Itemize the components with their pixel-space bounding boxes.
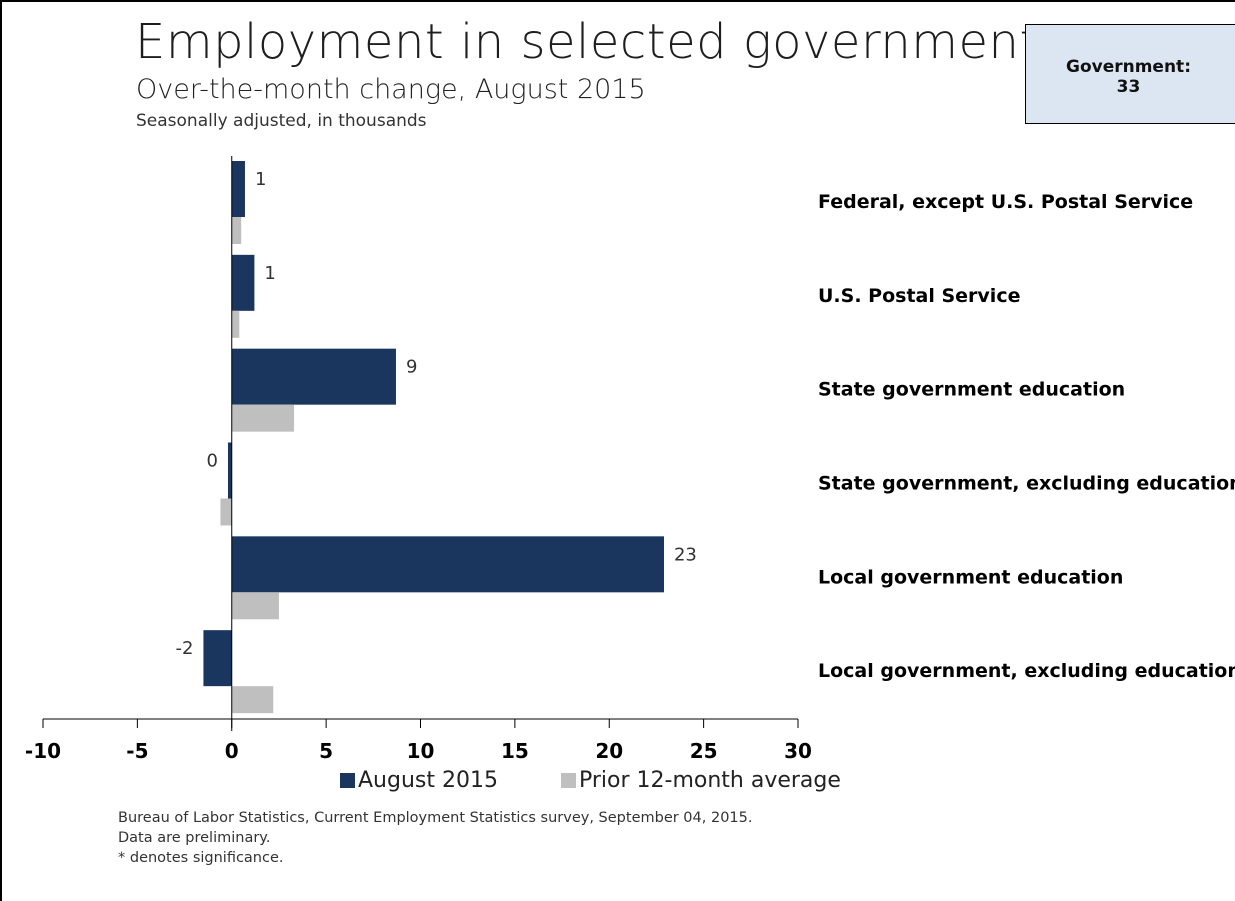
- category-label: Local government, excluding education: [818, 660, 1235, 682]
- category-label: State government, excluding education: [818, 473, 1235, 495]
- bar-prior-12-month-average: [232, 686, 274, 713]
- data-label: 23: [674, 544, 697, 565]
- legend-label-prior: Prior 12-month average: [579, 768, 841, 793]
- footnote-source: Bureau of Labor Statistics, Current Empl…: [118, 808, 753, 828]
- x-tick-label: -5: [126, 739, 148, 763]
- bar-august-2015: [232, 255, 255, 311]
- x-tick-label: 15: [501, 739, 529, 763]
- bar-august-2015: [232, 536, 664, 592]
- x-tick-label: 5: [319, 739, 333, 763]
- footnotes: Bureau of Labor Statistics, Current Empl…: [118, 808, 753, 868]
- data-label: 0: [207, 451, 218, 472]
- category-label: Local government education: [818, 566, 1123, 588]
- category-label: State government education: [818, 379, 1125, 401]
- x-tick-label: 0: [225, 739, 239, 763]
- bar-august-2015: [232, 349, 396, 405]
- bar-prior-12-month-average: [220, 499, 231, 526]
- bar-prior-12-month-average: [232, 405, 294, 432]
- x-tick-label: 30: [784, 739, 812, 763]
- legend-label-current: August 2015: [358, 768, 498, 793]
- bar-august-2015: [232, 161, 245, 217]
- bar-prior-12-month-average: [232, 311, 240, 338]
- x-tick-label: -10: [25, 739, 61, 763]
- x-tick-label: 25: [690, 739, 718, 763]
- legend-item-prior: Prior 12-month average: [561, 768, 841, 793]
- data-label: -2: [175, 638, 193, 659]
- data-label: 1: [255, 169, 266, 190]
- bar-august-2015: [203, 630, 231, 686]
- data-label: 9: [406, 357, 417, 378]
- legend: August 2015 Prior 12-month average: [340, 768, 897, 793]
- category-label: U.S. Postal Service: [818, 285, 1020, 307]
- legend-item-current: August 2015: [340, 768, 498, 793]
- data-label: 1: [264, 263, 275, 284]
- footnote-preliminary: Data are preliminary.: [118, 828, 753, 848]
- legend-swatch-prior: [561, 773, 576, 788]
- legend-swatch-current: [340, 773, 355, 788]
- bar-prior-12-month-average: [232, 592, 279, 619]
- x-tick-label: 10: [407, 739, 435, 763]
- bar-august-2015: [228, 443, 232, 499]
- footnote-significance: * denotes significance.: [118, 848, 753, 868]
- x-tick-label: 20: [595, 739, 623, 763]
- category-label: Federal, except U.S. Postal Service: [818, 191, 1193, 213]
- bar-prior-12-month-average: [232, 217, 241, 244]
